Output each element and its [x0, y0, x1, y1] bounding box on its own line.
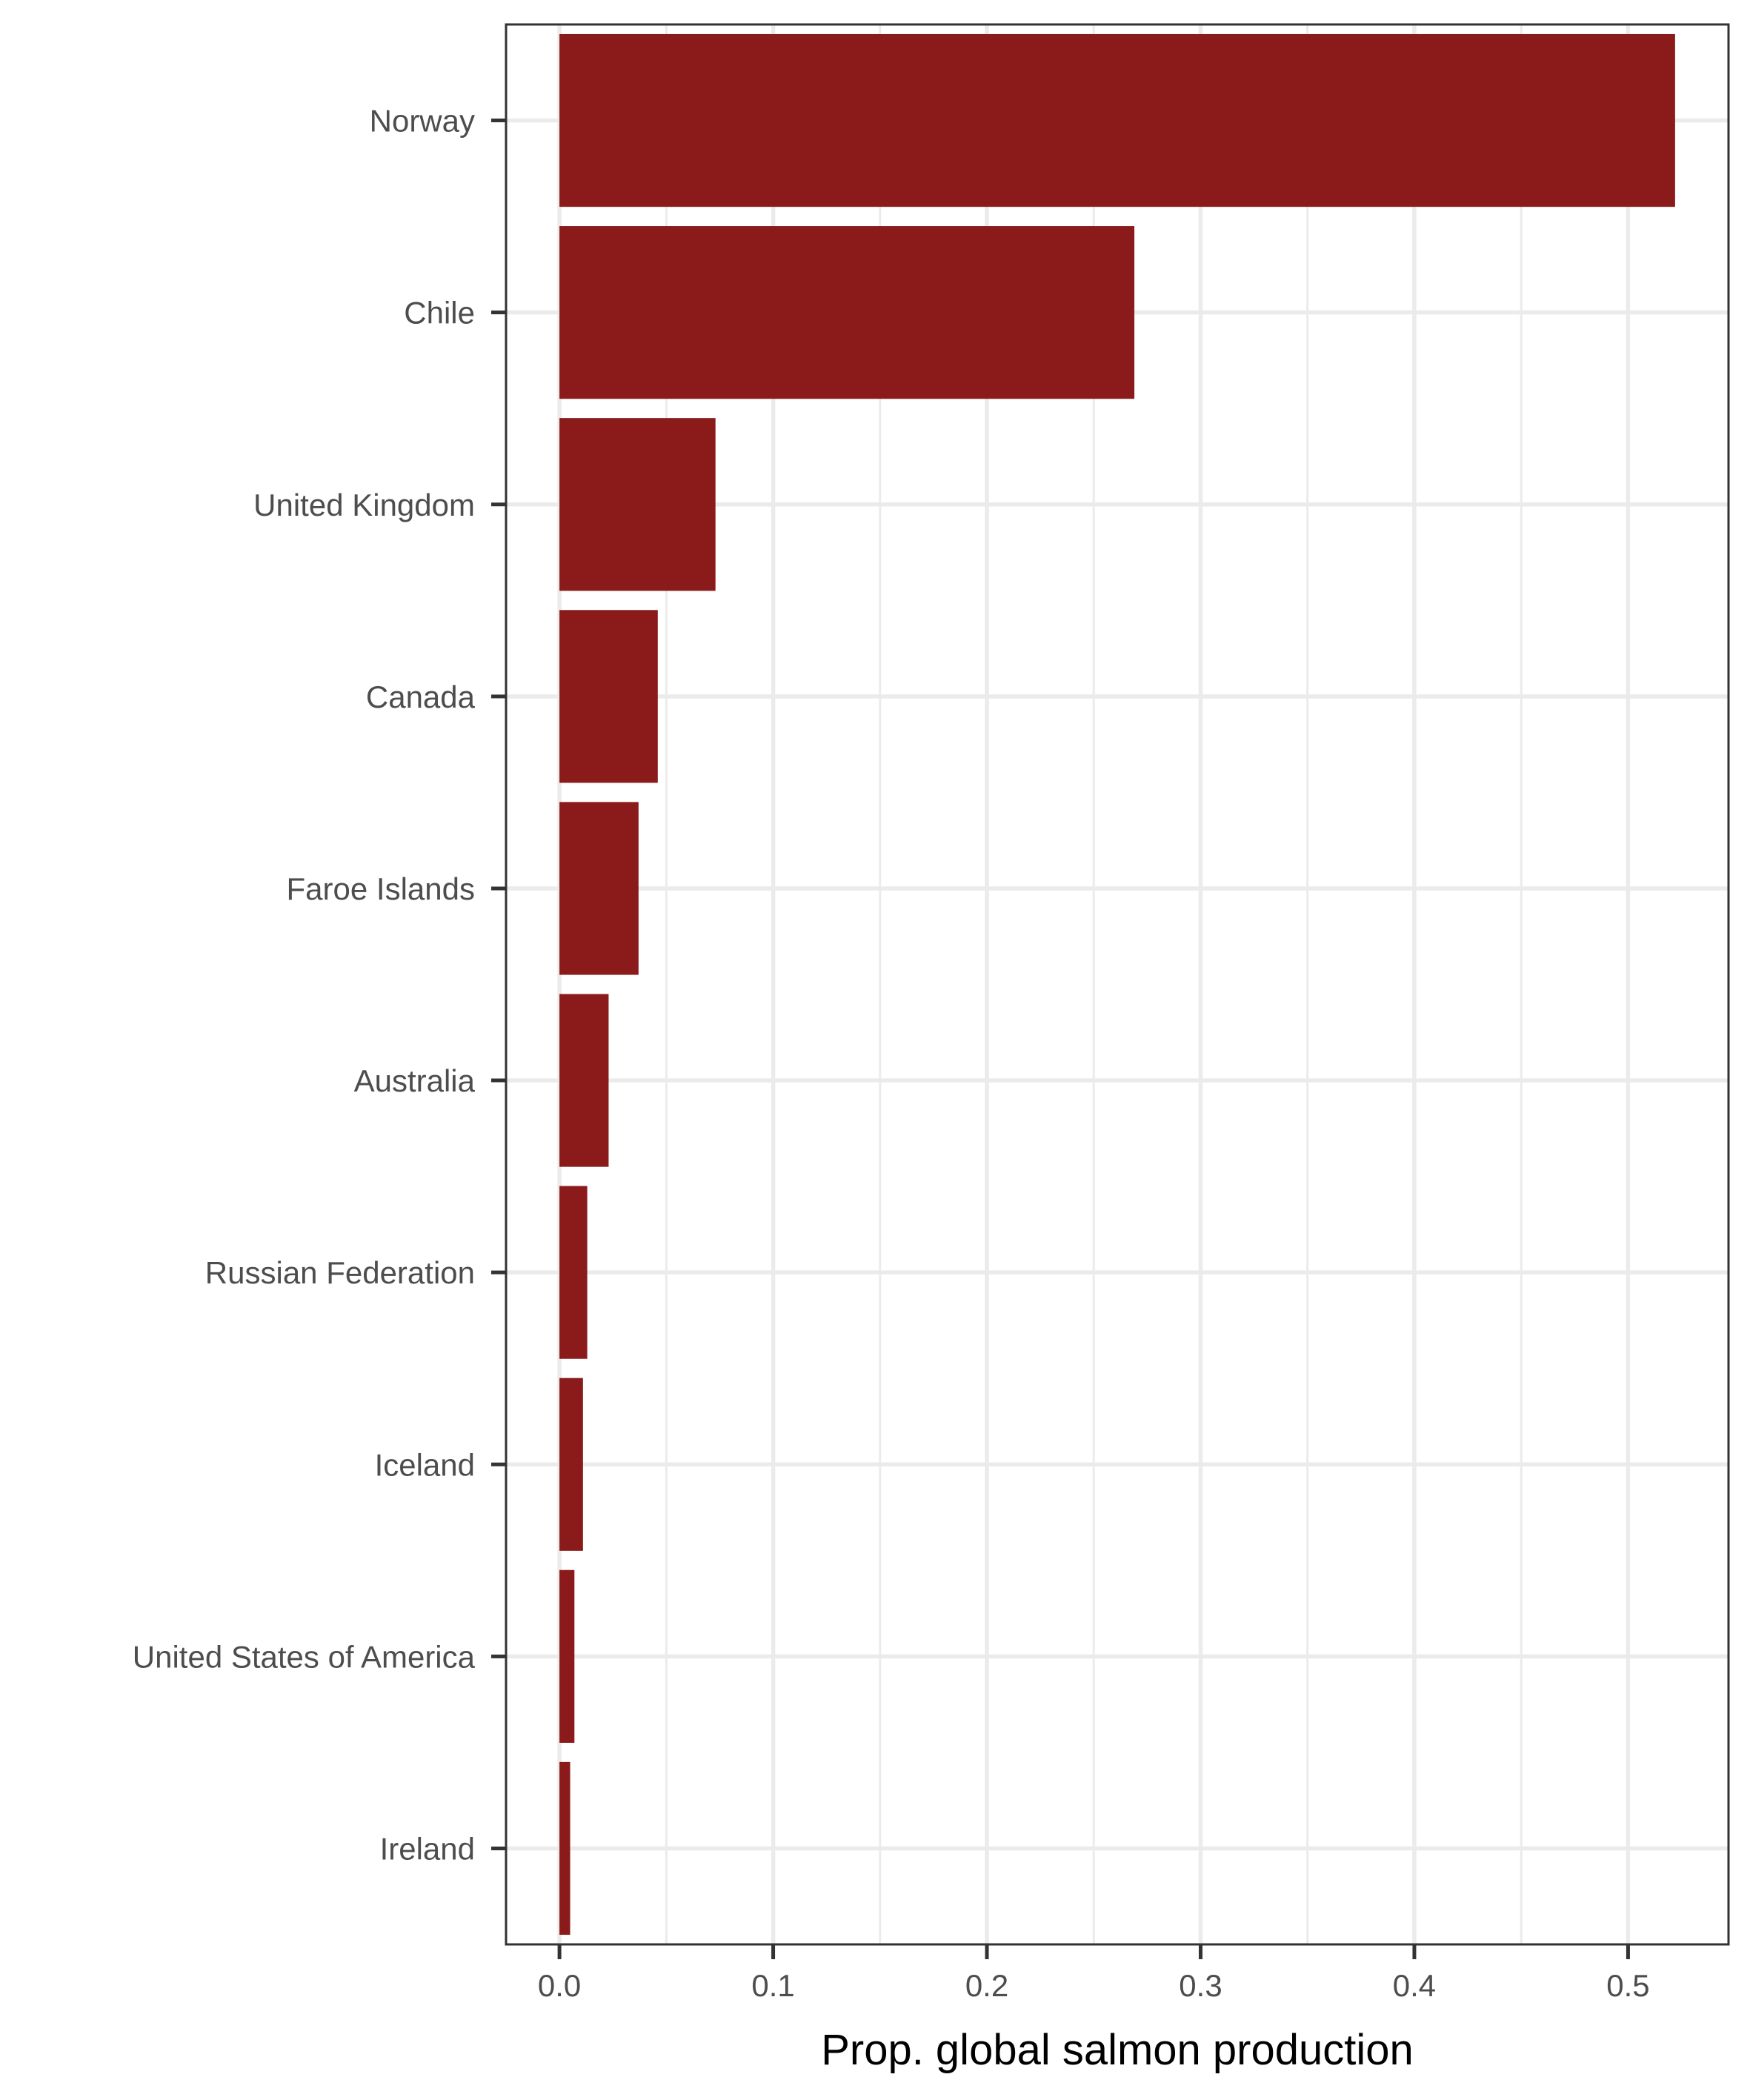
bars: [559, 33, 1675, 1935]
x-tick-label: 0.4: [1393, 1968, 1436, 2003]
x-tick-label: 0.2: [965, 1968, 1008, 2003]
bar: [559, 33, 1675, 207]
y-tick-label: United Kingdom: [253, 488, 475, 522]
y-axis: Norway Chile United Kingdom Canada Faroe Isl…: [133, 104, 506, 1866]
bar: [559, 1569, 575, 1743]
y-tick-label: United States of America: [133, 1639, 476, 1674]
bar: [559, 994, 609, 1167]
bar: [559, 1186, 588, 1359]
bar: [559, 1761, 570, 1935]
y-tick-label: Canada: [366, 679, 476, 714]
y-tick-label: Chile: [404, 296, 475, 330]
y-tick-label: Ireland: [380, 1831, 475, 1866]
y-tick-label: Russian Federation: [205, 1255, 475, 1290]
y-tick-label: Australia: [354, 1063, 476, 1098]
panel-border: [505, 23, 1730, 1946]
x-tick-label: 0.0: [538, 1968, 581, 2003]
y-tick-label: Faroe Islands: [287, 871, 475, 906]
x-axis-title: Prop. global salmon production: [821, 2026, 1414, 2074]
x-tick-label: 0.1: [751, 1968, 794, 2003]
bar: [559, 226, 1135, 399]
bar: [559, 610, 658, 783]
y-tick-label: Iceland: [375, 1447, 475, 1482]
y-tick-label: Norway: [370, 104, 475, 139]
x-tick-label: 0.5: [1606, 1968, 1649, 2003]
bar: [559, 418, 716, 591]
x-axis: 0.0 0.1 0.2 0.3 0.4 0.5: [538, 1944, 1650, 2003]
x-tick-label: 0.3: [1179, 1968, 1222, 2003]
bar: [559, 802, 639, 975]
bar: [559, 1378, 583, 1551]
